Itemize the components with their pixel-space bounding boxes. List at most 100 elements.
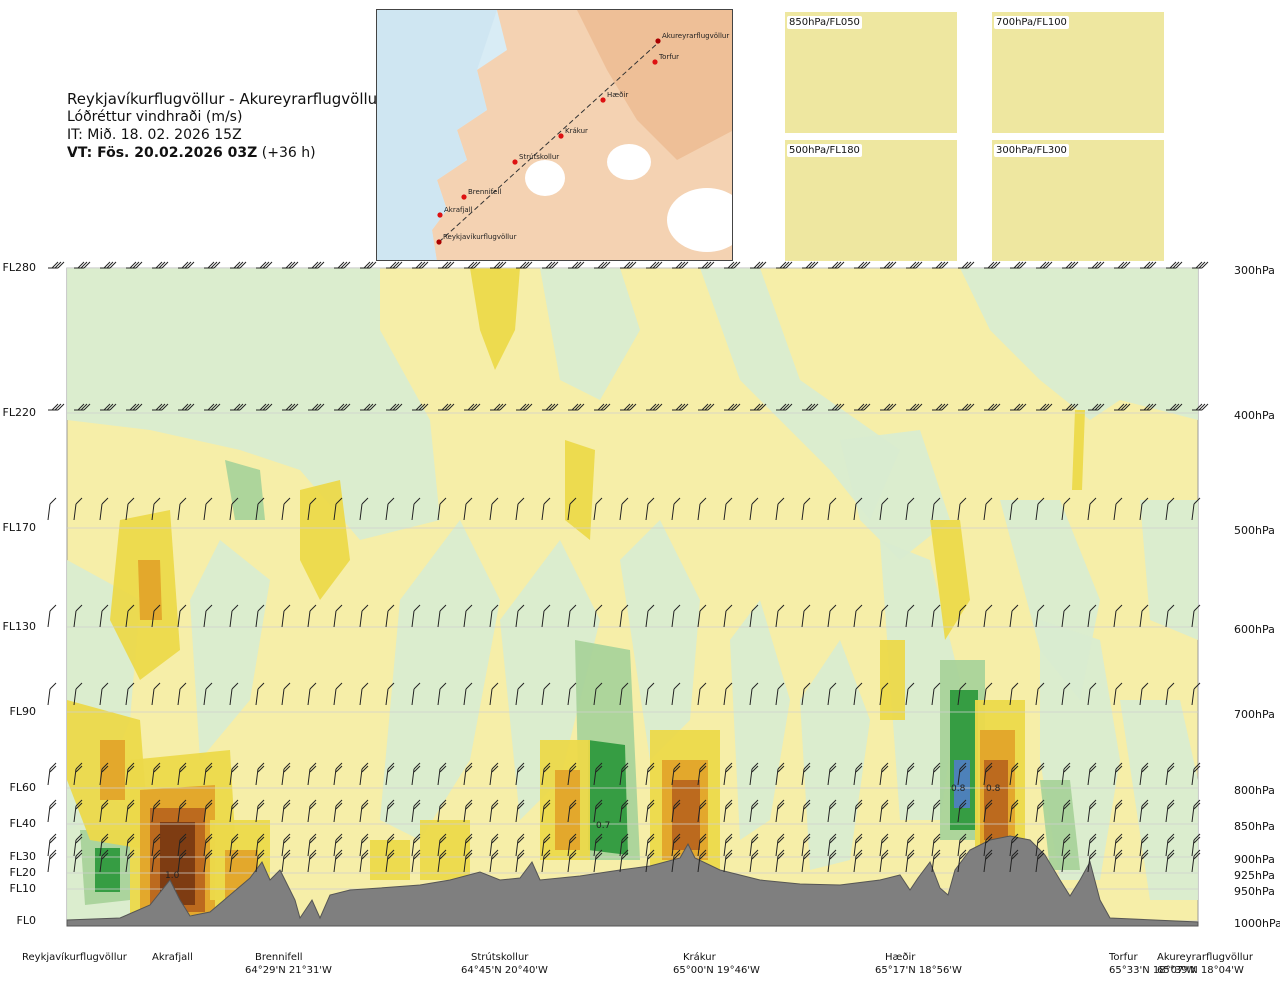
- wind-barb: [359, 762, 369, 786]
- wind-barb: [47, 833, 57, 857]
- location-coordinate: 65°33'N 18°07'W: [1109, 965, 1196, 976]
- wind-barb: [749, 849, 759, 873]
- route-map-svg: Akureyrarflugvöllur Torfur Hæðir Krákur Strú…: [377, 10, 732, 260]
- wind-barb: [983, 604, 993, 628]
- wind-barb: [1165, 497, 1175, 521]
- wind-barb: [1191, 849, 1201, 873]
- wind-mid-down-area: [1040, 780, 1080, 870]
- wind-barb: [463, 833, 473, 857]
- location-name: Torfur: [1109, 952, 1138, 963]
- wind-barb: [308, 403, 325, 411]
- wind-barb: [359, 682, 369, 706]
- wind-barb: [567, 849, 577, 873]
- wind-barb: [1087, 833, 1097, 857]
- waypoint-label: Akureyrarflugvöllur: [662, 32, 729, 40]
- pressure-level-label: 600hPa: [1234, 623, 1275, 636]
- wind-barb: [541, 799, 551, 823]
- wind-barb: [723, 799, 733, 823]
- wind-barb: [697, 682, 707, 706]
- flight-level-label: FL170: [2, 521, 36, 534]
- wind-barb: [411, 833, 421, 857]
- wind-barb: [255, 849, 265, 873]
- wind-barb: [1113, 604, 1123, 628]
- wind-barb: [880, 261, 897, 269]
- flight-level-label: FL220: [2, 406, 36, 419]
- waypoint-marker: [437, 212, 443, 218]
- wind-barb: [386, 261, 403, 269]
- wind-barb: [489, 497, 499, 521]
- wind-barb: [671, 849, 681, 873]
- wind-barb: [151, 849, 161, 873]
- wind-barb: [203, 497, 213, 521]
- wind-barb: [1010, 403, 1027, 411]
- wind-barb: [125, 833, 135, 857]
- wind-barb: [464, 403, 481, 411]
- wind-barb: [281, 799, 291, 823]
- wind-barb: [307, 833, 317, 857]
- location-label: Akrafjall: [152, 951, 193, 964]
- wind-barb: [1035, 849, 1045, 873]
- wind-barb: [1191, 682, 1201, 706]
- location-name: Krákur: [683, 952, 716, 963]
- wind-barb: [1035, 799, 1045, 823]
- pressure-level-label: 850hPa: [1234, 820, 1275, 833]
- wind-barb: [958, 261, 975, 269]
- valid-time: VT: Fös. 20.02.2026 03Z: [67, 145, 258, 161]
- wind-barb: [1191, 799, 1201, 823]
- pressure-level-label: 950hPa: [1234, 885, 1275, 898]
- wind-barb: [827, 682, 837, 706]
- wind-barb: [203, 604, 213, 628]
- wind-barb: [125, 799, 135, 823]
- flight-level-label: FL90: [9, 705, 36, 718]
- wind-barb: [905, 833, 915, 857]
- wind-barb: [931, 682, 941, 706]
- wind-barb: [853, 762, 863, 786]
- wind-barb: [593, 849, 603, 873]
- wind-barb: [931, 833, 941, 857]
- location-label: Akureyrarflugvöllur 65°39'N 18°04'W: [1157, 951, 1253, 977]
- valid-time-line: VT: Fös. 20.02.2026 03Z (+36 h): [67, 144, 383, 162]
- wind-weak-up-area: [300, 480, 350, 600]
- wind-barb: [229, 497, 239, 521]
- wind-barb: [463, 497, 473, 521]
- wind-barb: [229, 604, 239, 628]
- wind-barb: [281, 762, 291, 786]
- wind-barb: [567, 799, 577, 823]
- wind-barb: [463, 799, 473, 823]
- wind-barb: [645, 849, 655, 873]
- wind-barb: [1009, 682, 1019, 706]
- wind-weak-down-area: [840, 430, 950, 560]
- wind-barb: [1139, 799, 1149, 823]
- wind-barb: [542, 403, 559, 411]
- wind-barb: [1113, 833, 1123, 857]
- location-coordinate: 65°17'N 18°56'W: [875, 965, 962, 976]
- wind-barb: [73, 762, 83, 786]
- waypoint-marker: [558, 133, 564, 139]
- wind-barb: [957, 833, 967, 857]
- wind-barb: [1191, 762, 1201, 786]
- thumbnail-300hpa[interactable]: 300hPa/FL300: [992, 140, 1164, 261]
- wind-barb: [463, 849, 473, 873]
- wind-barb: [411, 799, 421, 823]
- wind-barb: [567, 762, 577, 786]
- wind-barb: [801, 849, 811, 873]
- wind-barb: [1191, 833, 1201, 857]
- wind-barb: [619, 799, 629, 823]
- thumbnail-700hpa[interactable]: 700hPa/FL100: [992, 12, 1164, 133]
- map-waypoint: Reykjavíkurflugvöllur: [436, 233, 517, 245]
- wind-barb: [931, 762, 941, 786]
- route-title: Reykjavíkurflugvöllur - Akureyrarflugvöl…: [67, 90, 384, 108]
- wind-barb: [1087, 604, 1097, 628]
- map-waypoint: Hæðir: [600, 91, 628, 103]
- wind-barb: [282, 261, 299, 269]
- wind-weak-down-area: [620, 520, 700, 760]
- thumbnail-850hpa[interactable]: 850hPa/FL050: [785, 12, 957, 133]
- wind-barb: [541, 604, 551, 628]
- wind-barb: [568, 261, 585, 269]
- wind-barb: [1061, 799, 1071, 823]
- thumbnail-500hpa[interactable]: 500hPa/FL180: [785, 140, 957, 261]
- wind-barb: [932, 261, 949, 269]
- wind-barb: [801, 833, 811, 857]
- wind-barb: [671, 497, 681, 521]
